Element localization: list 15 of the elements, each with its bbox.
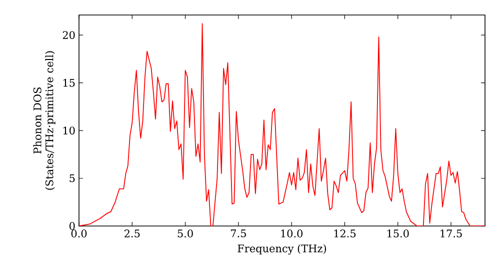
y-tick-label: 15 [63,78,75,87]
y-tick-label: 20 [62,31,75,39]
y-axis-title: Phonon DOS (States/THz·primitive cell) [33,51,56,190]
x-tick-label: 10.0 [281,230,303,238]
x-tick-label: 0.0 [71,230,87,238]
x-tick-label: 7.5 [230,230,246,238]
x-tick-label: 2.5 [124,230,140,238]
y-tick-label: 0 [70,222,75,230]
x-tick-label: 15.0 [387,230,409,238]
y-tick-label: 5 [70,174,75,182]
x-axis-title: Frequency (THz) [238,244,326,255]
x-tick-label: 17.5 [440,230,462,238]
x-tick-label: 12.5 [334,230,356,238]
y-tick-label: 10 [63,126,75,134]
x-tick-label: 5.0 [178,230,193,238]
